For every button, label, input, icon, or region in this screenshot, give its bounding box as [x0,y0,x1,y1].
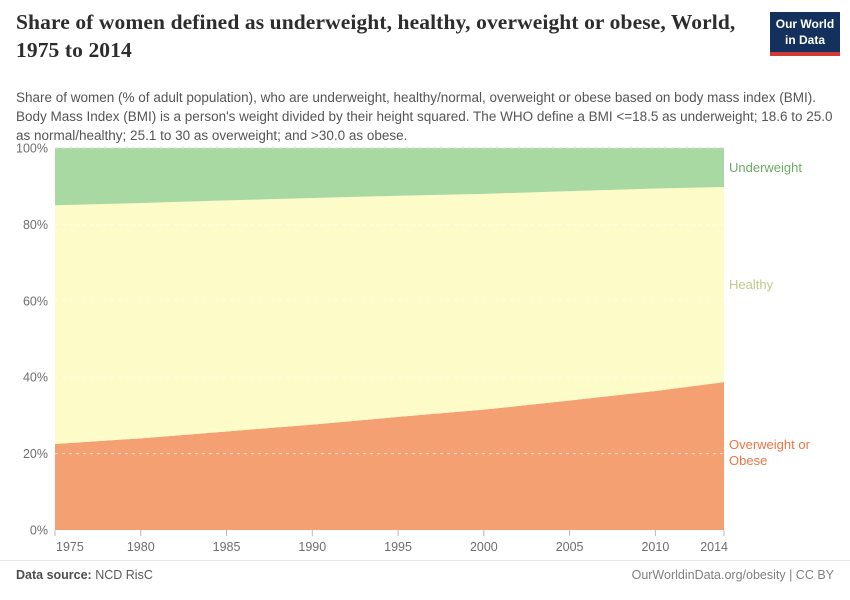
series-label-healthy: Healthy [729,277,774,292]
data-source: Data source: NCD RisC [16,568,153,582]
footer-divider [0,560,850,561]
x-axis-tick-label: 2010 [641,540,669,554]
footer-link[interactable]: OurWorldinData.org/obesity | CC BY [631,568,834,582]
y-axis-tick-label: 20% [23,447,48,461]
x-axis-tick-label: 2000 [470,540,498,554]
chart-subtitle: Share of women (% of adult population), … [16,90,833,144]
x-axis-tick-label: 2005 [556,540,584,554]
area-overweight-or-obese[interactable] [55,382,724,530]
x-axis-tick-label: 1975 [56,540,84,554]
series-label-underweight: Underweight [729,160,802,175]
x-axis-tick-label: 1995 [384,540,412,554]
area-healthy[interactable] [55,186,724,445]
page-title: Share of women defined as underweight, h… [16,10,736,63]
x-axis-tick-label: 1990 [298,540,326,554]
y-axis-tick-label: 80% [23,218,48,232]
y-axis-tick-label: 100% [16,142,48,156]
data-source-value[interactable]: NCD RisC [95,568,153,582]
y-axis-tick-label: 60% [23,294,48,308]
owid-logo-line1: Our World [775,17,835,31]
owid-logo-line2: in Data [784,32,825,47]
area-underweight[interactable] [55,148,724,206]
series-label-overweight-or-obese: Overweight or Obese [729,437,810,469]
owid-logo[interactable]: Our World in Data [770,12,840,57]
x-axis-tick-label: 1985 [213,540,241,554]
y-axis-tick-label: 0% [30,524,48,538]
data-source-label: Data source: [16,568,92,582]
chart-footer: Data source: NCD RisC OurWorldinData.org… [16,568,834,582]
y-axis-tick-label: 40% [23,371,48,385]
x-axis-tick-label: 1980 [127,540,155,554]
x-axis-tick-label: 2014 [700,540,728,554]
